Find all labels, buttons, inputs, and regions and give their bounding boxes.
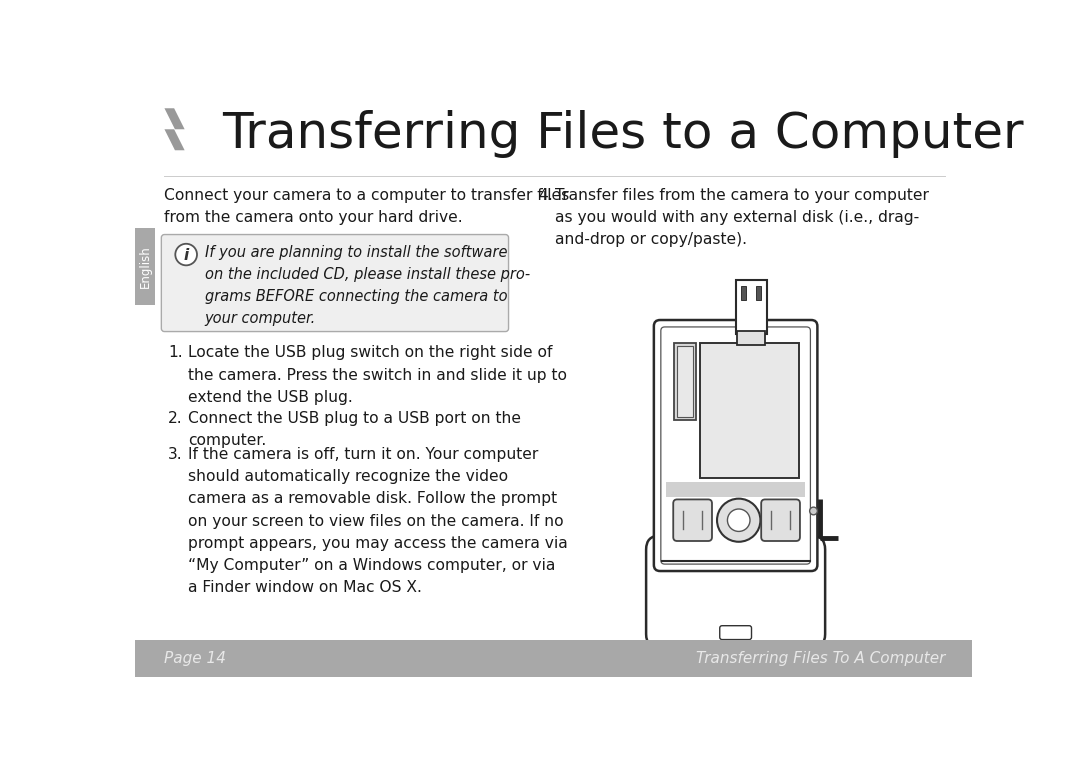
Text: 4.: 4. — [538, 187, 553, 202]
FancyBboxPatch shape — [161, 234, 509, 332]
Text: i: i — [184, 248, 189, 263]
Bar — [700, 343, 799, 478]
Bar — [666, 482, 805, 497]
Text: Transferring Files To A Computer: Transferring Files To A Computer — [696, 651, 945, 667]
Text: English: English — [138, 246, 151, 288]
Circle shape — [810, 507, 818, 515]
Text: Transferring Files to a Computer: Transferring Files to a Computer — [221, 110, 1024, 158]
Bar — [674, 343, 696, 420]
Bar — [738, 331, 765, 345]
FancyBboxPatch shape — [761, 499, 800, 541]
Text: If the camera is off, turn it on. Your computer
should automatically recognize t: If the camera is off, turn it on. Your c… — [188, 447, 567, 595]
Bar — [677, 346, 692, 417]
Text: 1.: 1. — [168, 345, 183, 361]
Circle shape — [175, 244, 197, 266]
FancyBboxPatch shape — [673, 499, 712, 541]
Bar — [735, 280, 767, 334]
Bar — [135, 228, 156, 305]
Text: Connect the USB plug to a USB port on the
computer.: Connect the USB plug to a USB port on th… — [188, 411, 521, 448]
FancyBboxPatch shape — [719, 626, 752, 639]
Text: 2.: 2. — [168, 411, 183, 426]
Text: 3.: 3. — [168, 447, 183, 462]
Bar — [741, 286, 746, 300]
Polygon shape — [164, 129, 185, 150]
Text: Page 14: Page 14 — [164, 651, 227, 667]
Text: Transfer files from the camera to your computer
as you would with any external d: Transfer files from the camera to your c… — [555, 187, 929, 247]
Bar — [756, 286, 761, 300]
Polygon shape — [164, 108, 185, 129]
Text: Connect your camera to a computer to transfer files
from the camera onto your ha: Connect your camera to a computer to tra… — [164, 187, 570, 224]
Text: Locate the USB plug switch on the right side of
the camera. Press the switch in : Locate the USB plug switch on the right … — [188, 345, 567, 405]
Circle shape — [728, 509, 750, 531]
FancyBboxPatch shape — [653, 320, 818, 571]
Text: If you are planning to install the software
on the included CD, please install t: If you are planning to install the softw… — [205, 245, 530, 326]
Bar — [662, 546, 810, 568]
FancyBboxPatch shape — [646, 536, 825, 648]
Bar — [135, 640, 972, 677]
Circle shape — [717, 498, 760, 542]
